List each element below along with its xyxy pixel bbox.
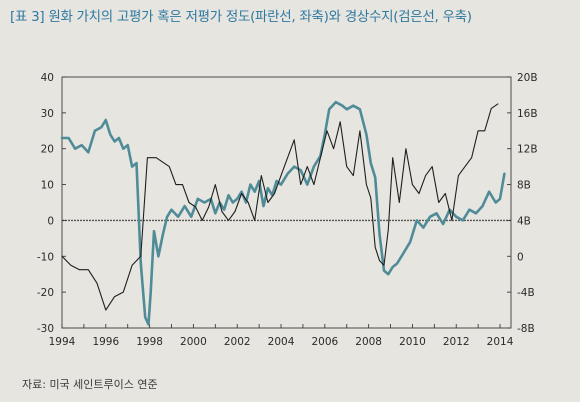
x-tick-label: 2000 xyxy=(180,336,207,348)
y-left-tick-label: 0 xyxy=(47,215,54,227)
series-blue-line xyxy=(60,100,506,326)
x-tick-label: 2008 xyxy=(355,336,382,348)
x-tick-label: 1998 xyxy=(136,336,163,348)
y-left-tick-label: 10 xyxy=(41,180,54,192)
series-black-line xyxy=(61,103,499,311)
x-tick-label: 1994 xyxy=(49,336,76,348)
chart-title: [표 3] 원화 가치의 고평가 혹은 저평가 정도(파란선, 좌축)와 경상수… xyxy=(10,9,472,25)
y-right-tick-label: -8B xyxy=(517,323,535,335)
y-left-tick-label: -30 xyxy=(37,323,54,335)
y-left-tick-label: -10 xyxy=(37,251,54,263)
x-tick-label: 2014 xyxy=(487,336,514,348)
y-left-tick-label: -20 xyxy=(37,287,54,299)
y-right-tick-label: 20B xyxy=(517,72,538,84)
x-tick-label: 2010 xyxy=(399,336,426,348)
y-left-tick-label: 30 xyxy=(41,108,54,120)
y-left-tick-label: 40 xyxy=(41,72,54,84)
y-right-tick-label: 12B xyxy=(517,144,538,156)
y-right-tick-label: 16B xyxy=(517,108,538,120)
x-tick-label: 2002 xyxy=(224,336,251,348)
plot-frame xyxy=(61,76,512,329)
y-right-tick-label: -4B xyxy=(517,287,535,299)
y-right-tick-label: 8B xyxy=(517,180,531,192)
y-left-tick-label: 20 xyxy=(41,144,54,156)
source-note: 자료: 미국 세인트루이스 연준 xyxy=(22,378,158,391)
x-tick-label: 2006 xyxy=(311,336,338,348)
x-tick-label: 1996 xyxy=(92,336,119,348)
x-tick-label: 2004 xyxy=(268,336,295,348)
y-right-tick-label: 4B xyxy=(517,215,531,227)
x-tick-label: 2012 xyxy=(443,336,470,348)
y-right-tick-label: 0 xyxy=(517,251,524,263)
